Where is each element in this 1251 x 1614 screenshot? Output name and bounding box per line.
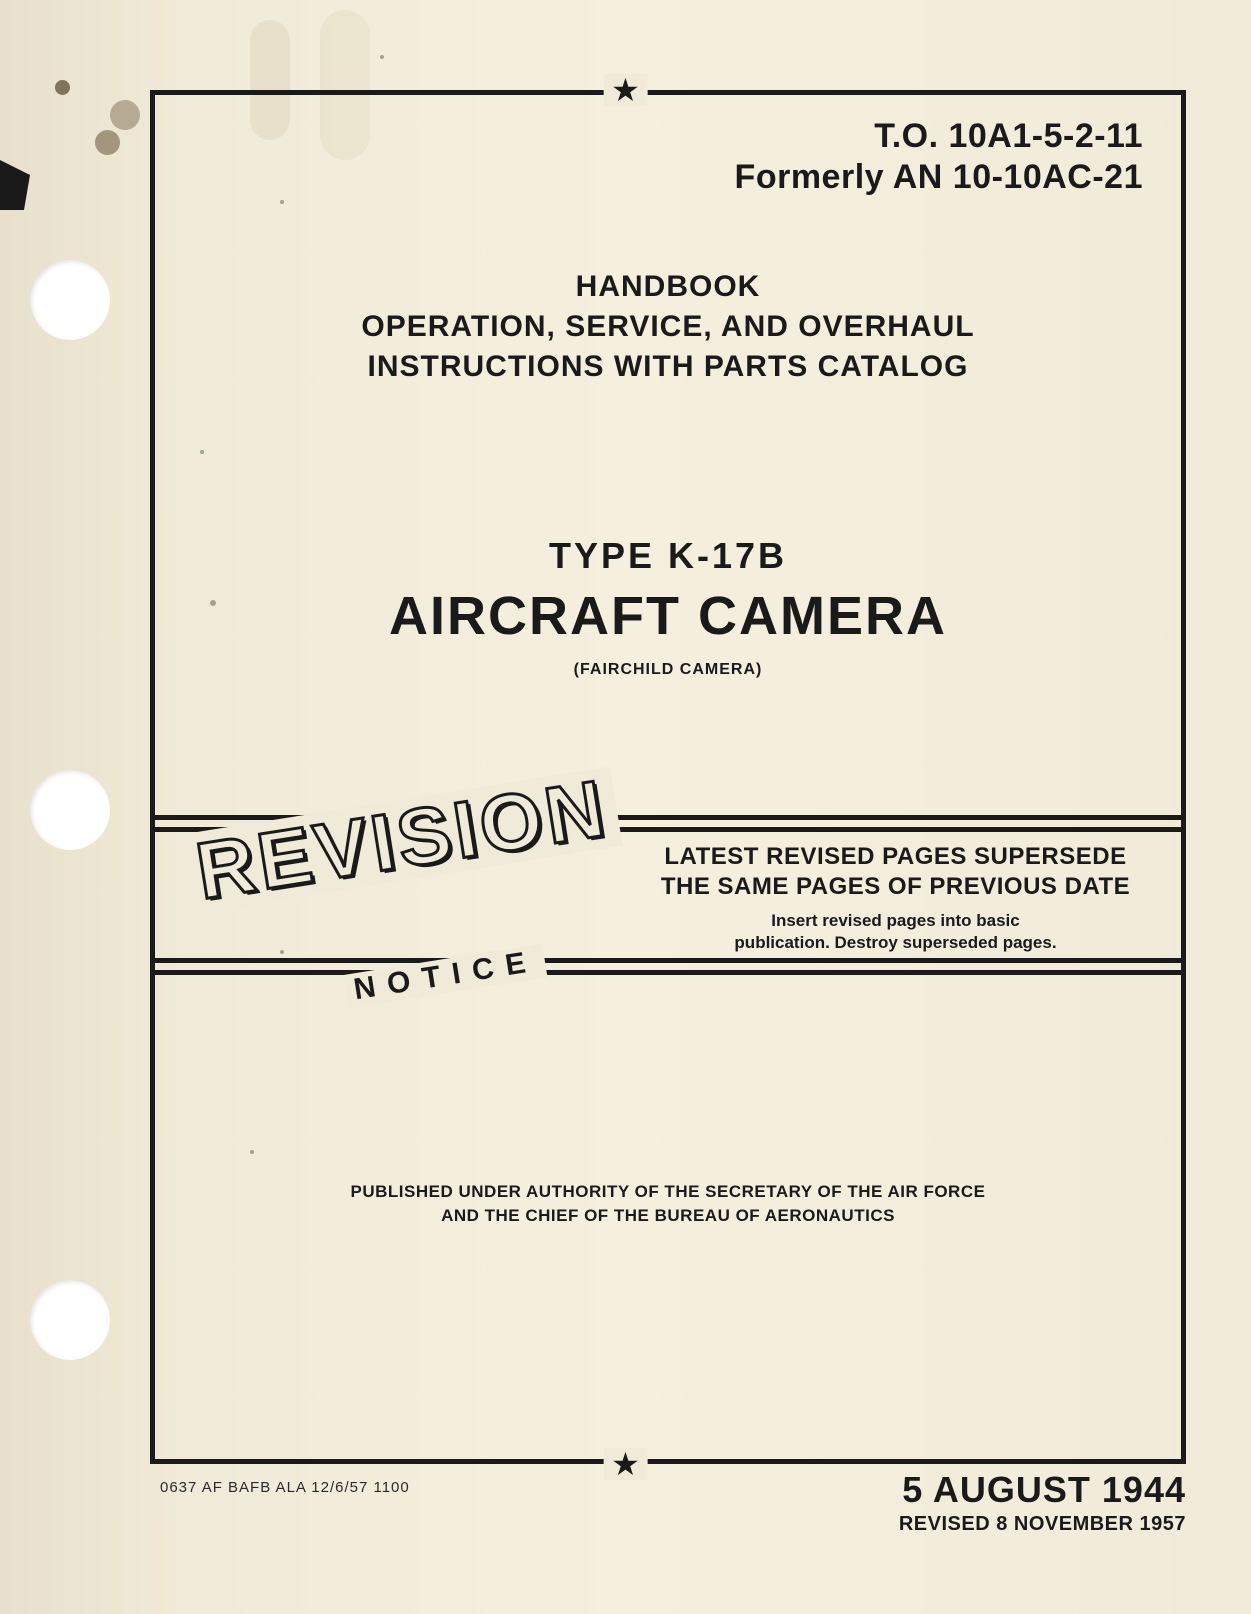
document-page: T.O. 10A1-5-2-11 Formerly AN 10-10AC-21 … bbox=[0, 0, 1251, 1614]
subject-block: TYPE K-17B AIRCRAFT CAMERA (FAIRCHILD CA… bbox=[155, 535, 1181, 679]
star-icon: ★ bbox=[603, 1448, 648, 1480]
title-block: HANDBOOK OPERATION, SERVICE, AND OVERHAU… bbox=[155, 270, 1181, 384]
title-line: HANDBOOK bbox=[155, 270, 1181, 304]
paper-stain bbox=[95, 130, 120, 155]
revised-date: REVISED 8 NOVEMBER 1957 bbox=[899, 1513, 1186, 1536]
edge-mark bbox=[0, 160, 30, 210]
page-frame: T.O. 10A1-5-2-11 Formerly AN 10-10AC-21 … bbox=[150, 90, 1186, 1464]
revision-text-block: LATEST REVISED PAGES SUPERSEDE THE SAME … bbox=[625, 843, 1166, 953]
band-rule bbox=[150, 970, 1186, 975]
paper-stain bbox=[110, 100, 140, 130]
hole-punch bbox=[30, 1280, 110, 1360]
date-block: 5 AUGUST 1944 REVISED 8 NOVEMBER 1957 bbox=[899, 1469, 1186, 1536]
subject-type: TYPE K-17B bbox=[155, 535, 1181, 577]
star-icon: ★ bbox=[603, 74, 648, 106]
revision-heading: THE SAME PAGES OF PREVIOUS DATE bbox=[625, 873, 1166, 901]
band-rule bbox=[150, 958, 1186, 963]
paper-stain bbox=[55, 80, 70, 95]
subject-manufacturer: (FAIRCHILD CAMERA) bbox=[155, 661, 1181, 679]
notice-stamp: NOTICE bbox=[344, 943, 548, 1008]
hole-punch bbox=[30, 260, 110, 340]
print-code: 0637 AF BAFB ALA 12/6/57 1100 bbox=[160, 1479, 410, 1496]
authority-statement: PUBLISHED UNDER AUTHORITY OF THE SECRETA… bbox=[155, 1180, 1181, 1228]
authority-line: PUBLISHED UNDER AUTHORITY OF THE SECRETA… bbox=[155, 1180, 1181, 1204]
revision-instruction: publication. Destroy superseded pages. bbox=[625, 933, 1166, 953]
original-date: 5 AUGUST 1944 bbox=[899, 1469, 1186, 1511]
hole-punch bbox=[30, 770, 110, 850]
revision-heading: LATEST REVISED PAGES SUPERSEDE bbox=[625, 843, 1166, 871]
document-number-block: T.O. 10A1-5-2-11 Formerly AN 10-10AC-21 bbox=[735, 117, 1143, 197]
revision-instruction: Insert revised pages into basic bbox=[625, 911, 1166, 931]
revision-notice-band: LATEST REVISED PAGES SUPERSEDE THE SAME … bbox=[150, 815, 1186, 975]
authority-line: AND THE CHIEF OF THE BUREAU OF AERONAUTI… bbox=[155, 1204, 1181, 1228]
title-line: INSTRUCTIONS WITH PARTS CATALOG bbox=[155, 350, 1181, 384]
former-number: Formerly AN 10-10AC-21 bbox=[735, 158, 1143, 197]
title-line: OPERATION, SERVICE, AND OVERHAUL bbox=[155, 310, 1181, 344]
technical-order-number: T.O. 10A1-5-2-11 bbox=[735, 117, 1143, 156]
revision-stamp: REVISION bbox=[181, 767, 622, 914]
subject-main-title: AIRCRAFT CAMERA bbox=[155, 585, 1181, 647]
paper-speck bbox=[380, 55, 384, 59]
